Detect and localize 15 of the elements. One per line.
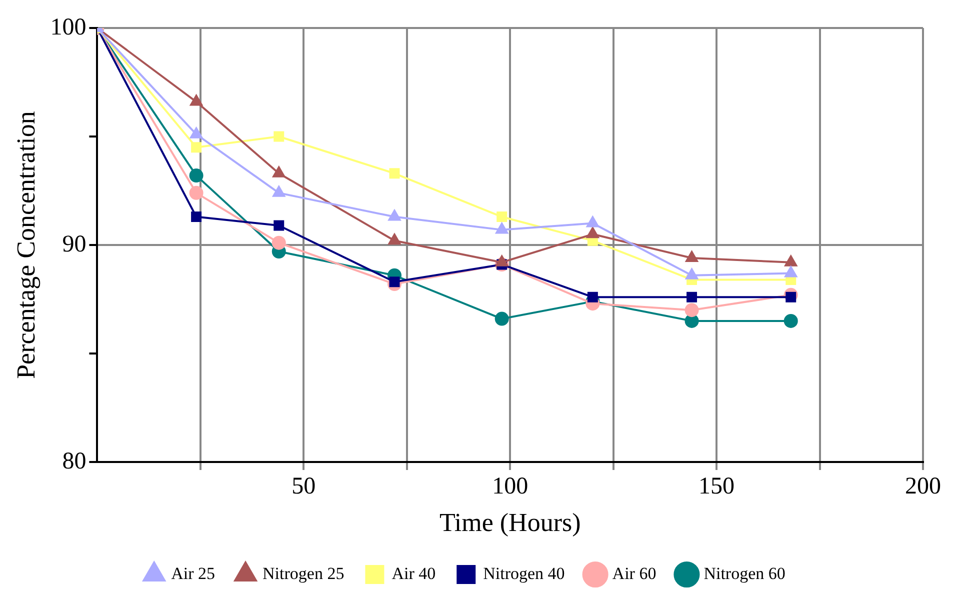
- x-tick-label: 150: [698, 474, 735, 500]
- x-tick-label: 200: [905, 474, 941, 500]
- legend-label: Air 60: [612, 564, 656, 583]
- legend-label: Nitrogen 60: [704, 564, 786, 583]
- x-tick-label: 100: [492, 474, 528, 500]
- legend-label: Nitrogen 25: [262, 564, 344, 583]
- y-tick-label: 100: [50, 14, 86, 40]
- y-tick-label: 80: [62, 448, 86, 474]
- legend-label: Nitrogen 40: [483, 564, 565, 583]
- legend-label: Air 40: [392, 564, 436, 583]
- y-axis-title: Percentage Concentration: [11, 111, 40, 379]
- x-tick-label: 50: [292, 474, 316, 500]
- x-axis-title: Time (Hours): [439, 508, 581, 538]
- legend-label: Air 25: [171, 564, 216, 583]
- y-tick-label: 90: [62, 231, 86, 258]
